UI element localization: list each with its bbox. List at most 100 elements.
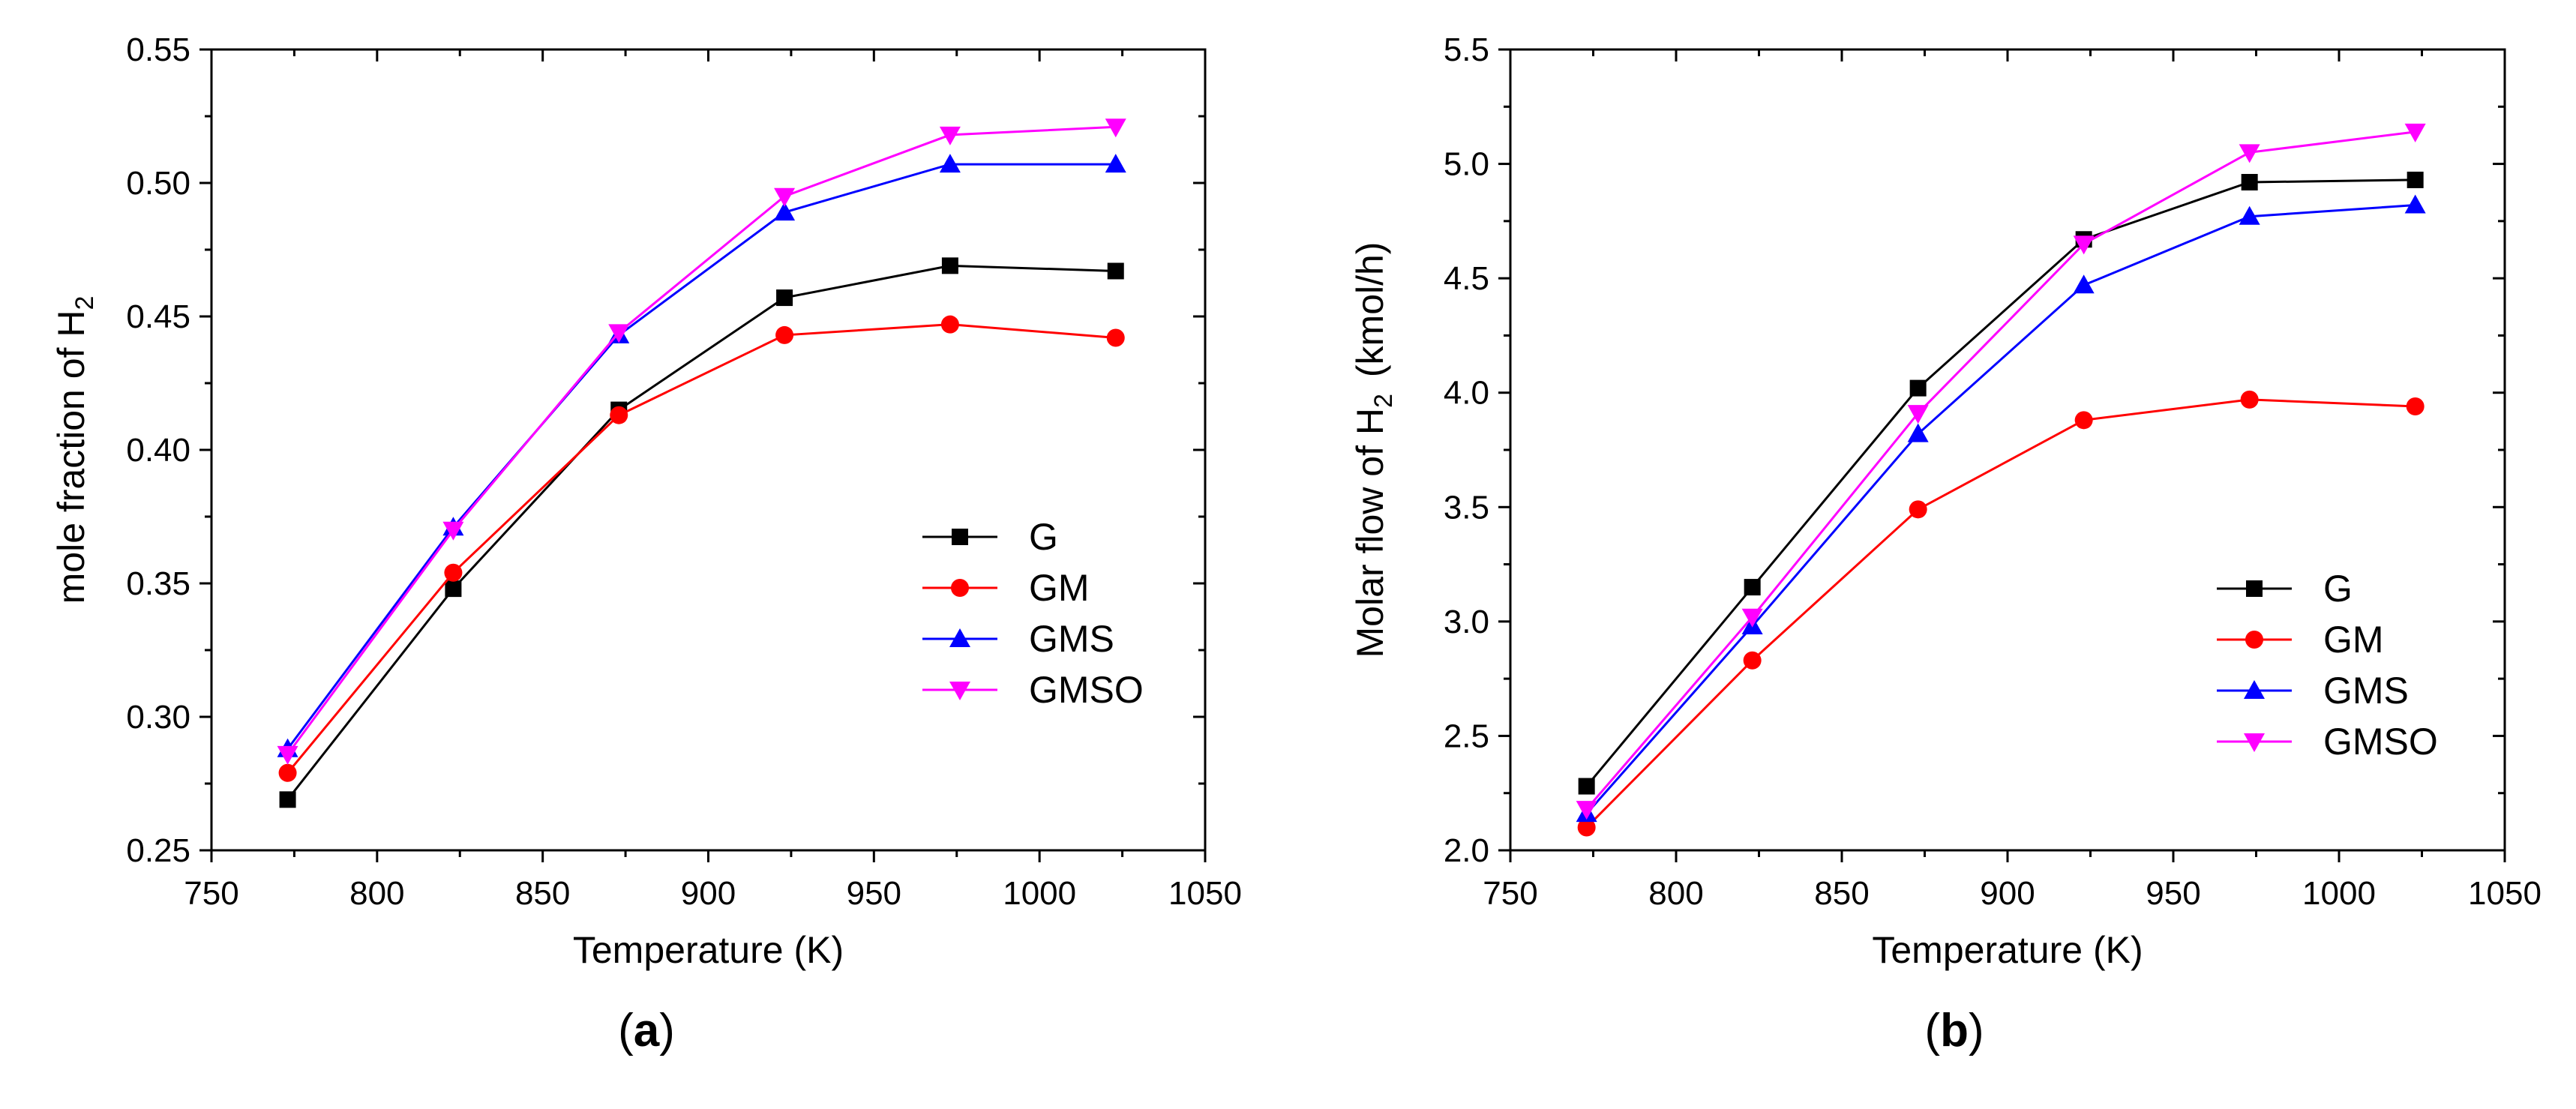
data-point-GMS (1907, 423, 1929, 442)
x-tick-label: 850 (515, 875, 570, 912)
data-point-GMS (939, 154, 961, 173)
data-point-GMS (1105, 154, 1126, 173)
data-point-G (1107, 262, 1124, 280)
y-axis-label: mole fraction of H2 (50, 296, 99, 604)
data-point-GMSO (1907, 405, 1929, 424)
data-point-GMSO (1105, 118, 1126, 138)
x-tick-label: 950 (847, 875, 901, 912)
panel-caption-close: ) (1969, 1005, 1984, 1057)
legend-marker-GMS (2244, 680, 2265, 699)
legend-marker-G (2246, 580, 2263, 597)
data-point-GMSO (277, 745, 298, 765)
legend-label-G: G (1029, 516, 1058, 558)
data-point-GMSO (939, 126, 961, 145)
y-tick-label: 3.5 (1444, 489, 1489, 526)
y-axis-label-main: mole fraction of H (50, 310, 92, 604)
y-tick-label: 5.5 (1444, 31, 1489, 68)
data-point-GM (444, 563, 463, 582)
y-axis-label: Molar flow of H2 (kmol/h) (1349, 242, 1398, 658)
y-tick-label: 0.45 (126, 298, 190, 335)
x-tick-label: 950 (2146, 875, 2200, 912)
x-tick-label: 1000 (1003, 875, 1076, 912)
data-point-GM (1743, 651, 1762, 670)
x-tick-label: 750 (184, 875, 238, 912)
y-tick-label: 0.30 (126, 699, 190, 736)
series-line-GMS (1585, 204, 2416, 815)
legend-label-GMS: GMS (1029, 618, 1114, 660)
y-tick-label: 0.35 (126, 565, 190, 602)
data-point-G (776, 289, 793, 307)
data-point-G (2407, 171, 2424, 188)
panel-caption-open: ( (1924, 1005, 1940, 1057)
y-tick-label: 0.25 (126, 832, 190, 869)
x-tick-label: 800 (1648, 875, 1703, 912)
y-tick-label: 0.50 (126, 165, 190, 202)
legend-label-GM: GM (1029, 567, 1090, 609)
data-point-G (2241, 173, 2258, 190)
data-point-GMSO (1741, 608, 1763, 628)
x-axis-label: Temperature (K) (1872, 929, 2143, 971)
y-tick-label: 0.55 (126, 31, 190, 68)
x-tick-label: 750 (1483, 875, 1537, 912)
series-line-GM (286, 323, 1116, 774)
legend-label-GM: GM (2323, 619, 2384, 661)
data-point-GMSO (2404, 123, 2426, 142)
data-point-GM (610, 406, 628, 424)
data-point-GM (940, 315, 959, 334)
data-point-GM (1577, 818, 1596, 837)
data-point-GMS (2073, 274, 2095, 294)
panel-caption-letter: a (634, 1005, 660, 1057)
data-point-GMSO (774, 187, 796, 207)
data-point-G (445, 580, 462, 598)
y-axis-label-unit: (kmol/h) (1349, 242, 1391, 378)
data-point-GMSO (2073, 235, 2095, 255)
y-axis-label-subscript: 2 (1369, 394, 1398, 408)
x-tick-label: 1000 (2302, 875, 2376, 912)
series-line-G (1585, 178, 2416, 787)
data-point-GM (1909, 500, 1927, 519)
data-point-GM (2406, 397, 2425, 416)
y-axis-label-subscript: 2 (70, 296, 99, 310)
y-tick-label: 4.5 (1444, 260, 1489, 297)
data-point-G (941, 257, 958, 274)
data-point-GMS (2239, 205, 2260, 225)
data-point-GMSO (2239, 144, 2260, 163)
panel-caption: (a) (618, 1005, 675, 1057)
chart-panel-b: 750 800 850 900 950 1000 1050 2.0 2.5 3.0 3.5 4.0 4.… (1349, 31, 2542, 1057)
data-point-GMSO (1576, 801, 1597, 820)
y-tick-label: 0.40 (126, 432, 190, 469)
data-point-GM (1106, 328, 1125, 347)
y-tick-label: 2.0 (1444, 832, 1489, 869)
legend-marker-G (952, 529, 968, 545)
data-point-G (279, 791, 296, 808)
data-point-GM (2074, 411, 2093, 430)
legend-label-GMSO: GMSO (1029, 669, 1144, 711)
data-point-GMSO (608, 324, 630, 343)
data-point-GM (278, 763, 297, 782)
x-axis-label: Temperature (K) (573, 929, 844, 971)
legend-label-GMSO: GMSO (2323, 721, 2438, 763)
legend-marker-GMS (949, 628, 970, 647)
x-tick-label: 1050 (1168, 875, 1242, 912)
legend-marker-GM (2245, 631, 2263, 649)
data-point-GM (775, 325, 794, 344)
x-tick-label: 900 (681, 875, 736, 912)
y-tick-label: 4.0 (1444, 375, 1489, 412)
series-line-G (286, 264, 1116, 801)
plot-frame (210, 48, 1207, 852)
data-point-GM (2240, 390, 2259, 409)
legend-marker-GMSO (949, 682, 970, 700)
data-point-GMS (2404, 194, 2426, 214)
series-line-GMSO (286, 125, 1116, 755)
legend-marker-GMSO (2244, 733, 2265, 752)
series-line-GMSO (1585, 130, 2416, 811)
panel-caption-letter: b (1940, 1005, 1969, 1057)
data-point-GMSO (442, 521, 464, 541)
data-point-G (1578, 778, 1595, 795)
panel-caption-open: ( (618, 1005, 634, 1057)
x-tick-label: 1050 (2468, 875, 2542, 912)
data-point-G (1744, 579, 1761, 596)
data-point-G (1909, 379, 1927, 397)
